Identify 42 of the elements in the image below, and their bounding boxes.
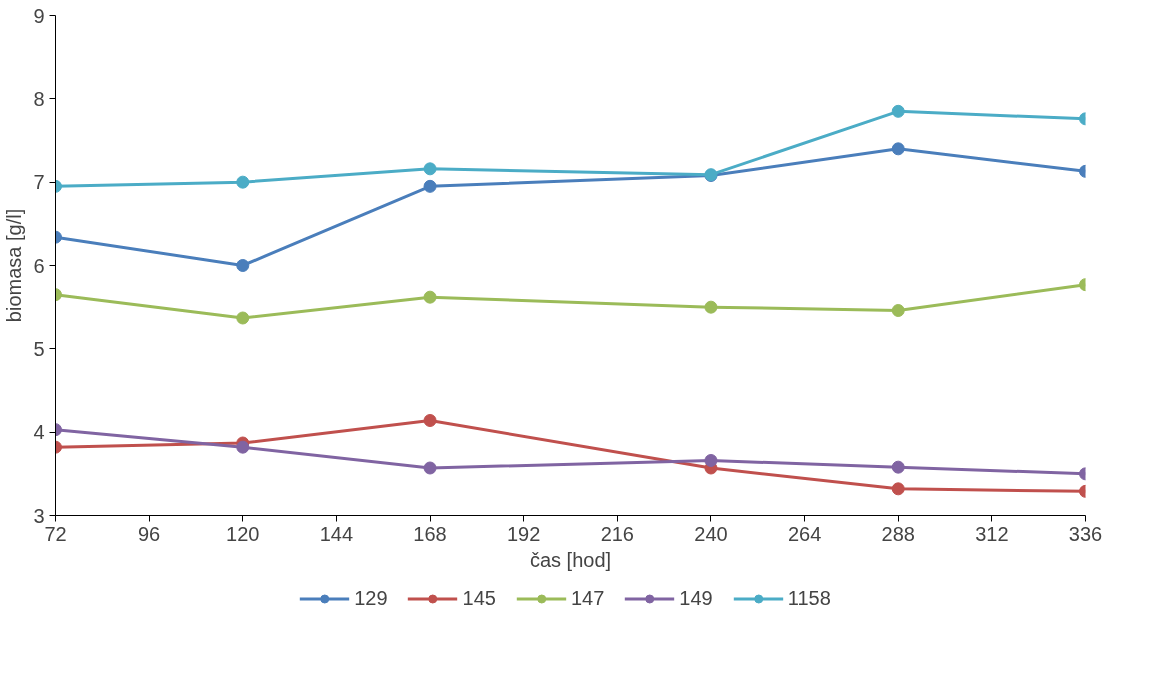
legend-label: 149 (679, 586, 713, 610)
y-tick-label: 5 (33, 337, 45, 360)
y-tick-label: 8 (33, 87, 45, 110)
legend-label: 145 (462, 586, 496, 610)
legend-label: 129 (354, 586, 388, 610)
point (704, 454, 718, 467)
x-tick-label: 96 (138, 522, 161, 545)
x-tick-label: 240 (694, 522, 728, 545)
y-tick-label: 7 (33, 171, 45, 194)
x-tick-label: 288 (881, 522, 915, 545)
y-axis-title: biomasa [g/l] (3, 208, 26, 323)
point (236, 311, 250, 325)
x-axis-title: čas [hod] (529, 548, 612, 571)
x-tick-label: 264 (787, 522, 822, 545)
point (236, 259, 250, 272)
x-tick-label: 192 (507, 522, 541, 545)
point (423, 461, 437, 475)
y-tick-label: 6 (33, 254, 45, 277)
x-tick-label: 216 (600, 522, 635, 545)
x-tick-label: 120 (226, 522, 260, 545)
point (891, 104, 905, 118)
point (236, 175, 250, 189)
point (423, 414, 437, 427)
y-tick-label: 9 (33, 4, 45, 27)
point (704, 300, 718, 314)
x-tick-label: 144 (319, 522, 354, 545)
y-tick-label: 3 (33, 504, 45, 527)
x-tick-label: 336 (1068, 522, 1103, 545)
point (423, 290, 437, 304)
point (236, 440, 250, 454)
legend-label: 147 (570, 586, 605, 610)
x-tick-label: 312 (975, 522, 1009, 545)
point (891, 142, 905, 156)
point (891, 304, 905, 317)
y-tick-label: 4 (33, 421, 45, 444)
point (891, 460, 905, 474)
x-tick-label: 72 (44, 522, 67, 545)
point (423, 179, 437, 193)
legend-label: 1158 (787, 586, 831, 610)
point (891, 482, 905, 496)
point (423, 162, 437, 176)
x-tick-label: 168 (413, 522, 447, 545)
